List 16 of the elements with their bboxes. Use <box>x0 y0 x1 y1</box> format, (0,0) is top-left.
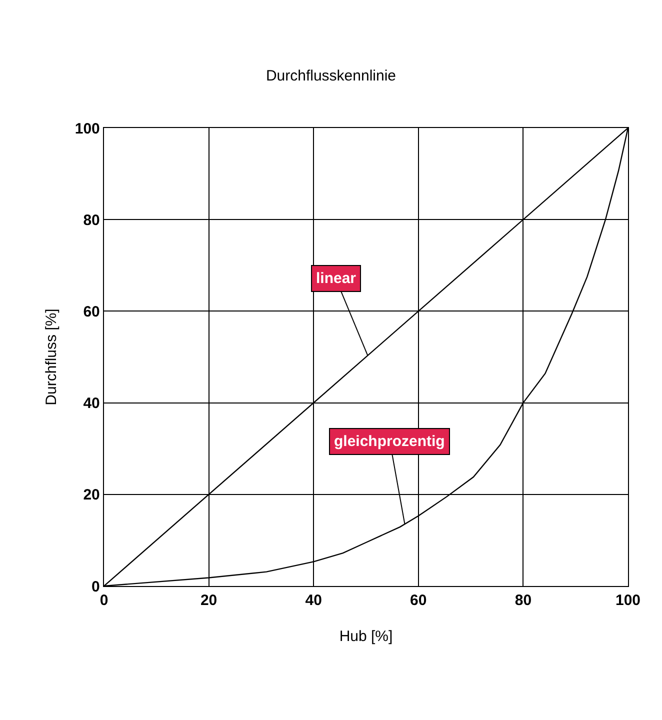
chart-title: Durchflusskennlinie <box>266 67 396 84</box>
y-tick-label: 100 <box>74 120 100 138</box>
y-tick-label: 40 <box>83 395 100 412</box>
x-tick-label: 60 <box>410 592 427 610</box>
x-tick-label: 20 <box>200 592 218 610</box>
annotation: linear <box>316 270 356 287</box>
x-axis-title: Hub [%] <box>339 628 393 646</box>
y-tick-label: 80 <box>83 212 100 229</box>
y-tick-label: 0 <box>92 578 100 596</box>
y-tick-label: 60 <box>83 303 100 320</box>
y-axis-title: Durchfluss [%] <box>43 308 60 406</box>
x-tick-label: 100 <box>615 592 641 610</box>
x-tick-label: 80 <box>514 592 532 610</box>
annotation: gleichprozentig <box>334 433 445 450</box>
x-tick-label: 40 <box>305 592 322 610</box>
y-tick-label: 20 <box>83 486 100 504</box>
